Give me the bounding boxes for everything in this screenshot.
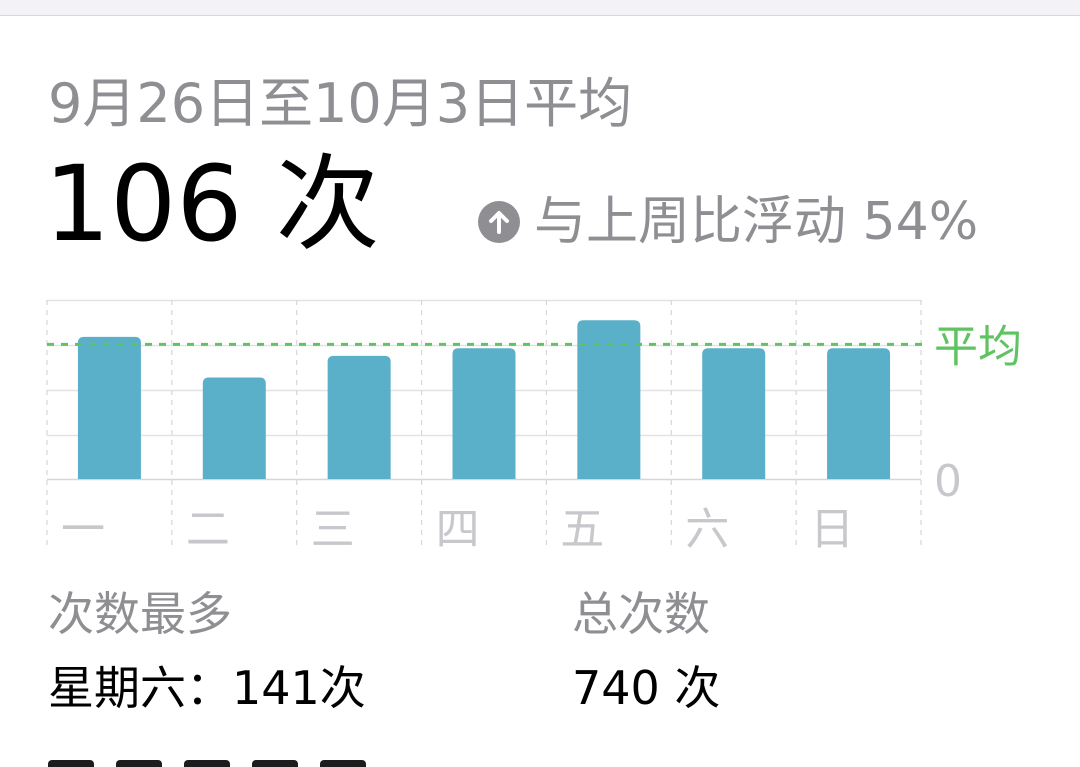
bar-4 <box>452 348 516 479</box>
next-section-peek <box>48 756 408 767</box>
most-label: 次数最多 <box>48 587 232 641</box>
x-tick-label-7: 日 <box>810 504 854 555</box>
bar-5 <box>577 320 641 479</box>
total-label: 总次数 <box>572 587 710 641</box>
x-tick-label-1: 一 <box>61 504 105 555</box>
bar-1 <box>77 336 141 479</box>
bar-2 <box>202 377 266 479</box>
trend-indicator: 与上周比浮动 54% <box>478 190 978 254</box>
average-value: 106 次 <box>44 143 380 265</box>
arrow-up-circle-icon <box>478 201 520 243</box>
bar-3 <box>327 355 391 479</box>
bar-6 <box>702 348 766 479</box>
most-value: 星期六：141次 <box>48 661 366 715</box>
trend-text: 与上周比浮动 54% <box>534 192 979 252</box>
x-tick-label-5: 五 <box>560 504 604 555</box>
x-tick-label-4: 四 <box>436 504 480 555</box>
y-tick-label-0: 0 <box>934 456 962 507</box>
total-value: 740 次 <box>572 661 721 715</box>
top-divider <box>0 0 1080 16</box>
average-line-label: 平均 <box>934 321 1022 372</box>
x-tick-label-2: 二 <box>186 504 230 555</box>
x-tick-label-3: 三 <box>311 504 355 555</box>
date-range-title: 9月26日至10月3日平均 <box>48 72 633 135</box>
daily-bar-chart: 一 二 三 四 五 六 日 平均 0 <box>46 299 1022 555</box>
x-tick-label-6: 六 <box>685 504 729 555</box>
bar-7 <box>827 348 891 479</box>
